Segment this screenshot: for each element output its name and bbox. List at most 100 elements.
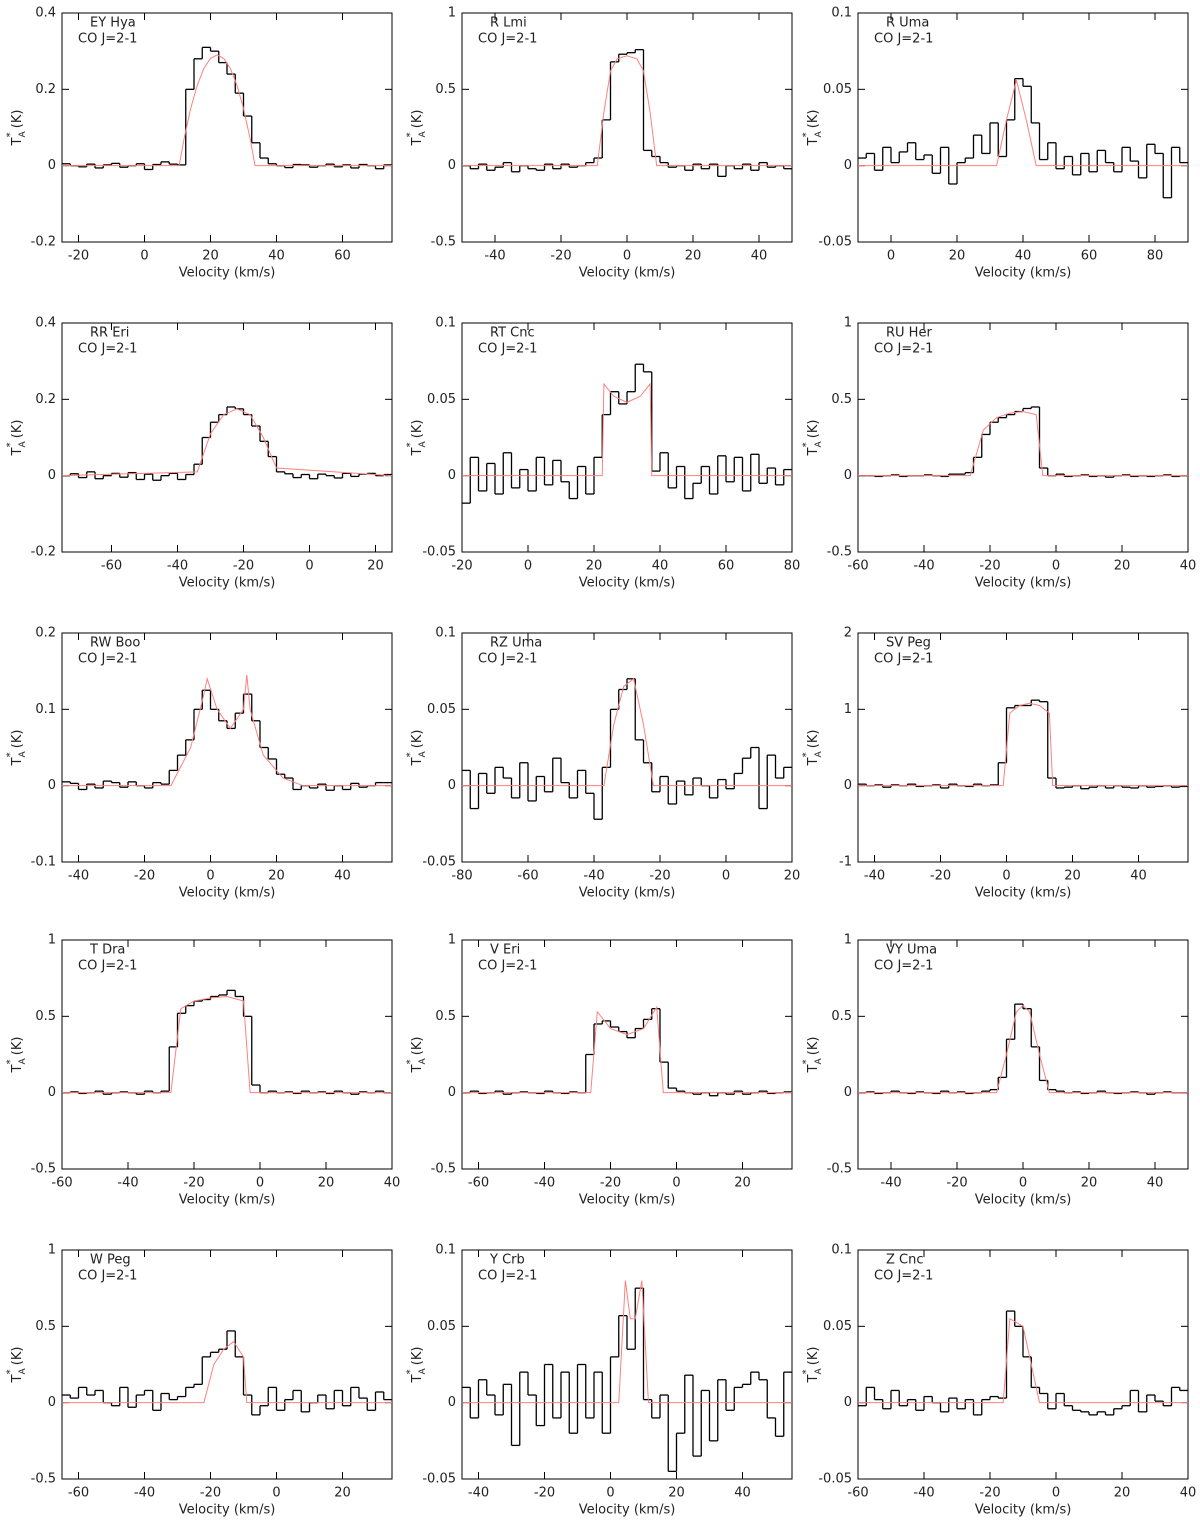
x-tick-label: 40 bbox=[652, 559, 669, 574]
x-tick-label: 0 bbox=[722, 869, 730, 884]
plot-frame bbox=[857, 322, 1189, 553]
step-riser bbox=[469, 1288, 785, 1472]
x-tick-label: -60 bbox=[847, 1486, 868, 1501]
panel-title: Z Cnc bbox=[886, 1253, 924, 1268]
y-tick-label: -0.05 bbox=[818, 235, 852, 250]
x-tick-label: -20 bbox=[200, 1486, 221, 1501]
x-tick-label: -20 bbox=[946, 1176, 967, 1191]
y-axis-label: TA* (K) bbox=[801, 1037, 824, 1074]
x-tick-label: 0 bbox=[1019, 1176, 1027, 1191]
x-tick-label: 60 bbox=[1081, 249, 1098, 264]
x-axis-label: Velocity (km/s) bbox=[179, 1503, 276, 1518]
x-tick-label: 0 bbox=[272, 1486, 280, 1501]
x-tick-label: 20 bbox=[367, 559, 384, 574]
x-axis-label: Velocity (km/s) bbox=[975, 576, 1072, 591]
y-tick-label: -0.5 bbox=[827, 1162, 852, 1177]
x-tick-label: 20 bbox=[1081, 1176, 1098, 1191]
x-tick-label: 40 bbox=[1180, 559, 1197, 574]
y-tick-label: -0.5 bbox=[827, 545, 852, 560]
y-tick-label: 0 bbox=[48, 778, 56, 793]
y-axis-label: TA* (K) bbox=[801, 110, 824, 147]
plot-frame bbox=[461, 939, 793, 1170]
y-tick-label: 0 bbox=[844, 468, 852, 483]
y-tick-label: 0.1 bbox=[435, 1243, 456, 1258]
panel-subtitle: CO J=2-1 bbox=[874, 1269, 933, 1284]
y-tick-label: 0 bbox=[48, 1085, 56, 1100]
x-tick-label: 0 bbox=[206, 869, 214, 884]
x-tick-label: -40 bbox=[468, 1486, 489, 1501]
fit-line bbox=[462, 55, 792, 167]
y-tick-label: -0.5 bbox=[431, 235, 456, 250]
x-tick-label: 20 bbox=[318, 1176, 335, 1191]
x-tick-label: -40 bbox=[913, 559, 934, 574]
fit-line bbox=[61, 408, 393, 477]
y-tick-label: -0.5 bbox=[431, 1162, 456, 1177]
panel-title: RR Eri bbox=[90, 326, 129, 341]
y-tick-label: 0 bbox=[48, 468, 56, 483]
y-tick-label: 0 bbox=[448, 1395, 456, 1410]
plot-frame bbox=[61, 322, 393, 553]
fit-line bbox=[62, 995, 392, 1094]
step-riser bbox=[865, 1004, 1173, 1095]
panel-title: W Peg bbox=[90, 1253, 131, 1268]
panel-subtitle: CO J=2-1 bbox=[478, 959, 537, 974]
step-riser bbox=[469, 1008, 785, 1096]
panel-subtitle: CO J=2-1 bbox=[78, 342, 137, 357]
panel-subtitle: CO J=2-1 bbox=[78, 652, 137, 667]
y-tick-label: -0.05 bbox=[422, 545, 456, 560]
step-riser bbox=[69, 47, 385, 170]
y-tick-label: 1 bbox=[844, 702, 852, 717]
panel-title: RZ Uma bbox=[490, 636, 542, 651]
x-tick-label: -20 bbox=[68, 249, 89, 264]
x-tick-label: 40 bbox=[1180, 1486, 1197, 1501]
y-tick-label: -0.5 bbox=[31, 1162, 56, 1177]
plot-frame bbox=[61, 12, 393, 243]
y-axis-label: TA* (K) bbox=[405, 110, 428, 147]
y-tick-label: 0.2 bbox=[35, 626, 56, 641]
fit-line bbox=[462, 382, 792, 477]
x-tick-label: -40 bbox=[68, 869, 89, 884]
y-tick-label: 0.5 bbox=[831, 1009, 852, 1024]
x-tick-label: 0 bbox=[672, 1176, 680, 1191]
panel-subtitle: CO J=2-1 bbox=[874, 959, 933, 974]
panel-title: Y Crb bbox=[489, 1253, 525, 1268]
y-tick-label: -0.05 bbox=[422, 855, 456, 870]
step-riser bbox=[865, 700, 1181, 789]
y-axis-label: TA* (K) bbox=[5, 1347, 28, 1384]
y-tick-label: 0.4 bbox=[35, 6, 56, 21]
panel-title: RU Her bbox=[886, 326, 932, 341]
x-tick-label: 40 bbox=[268, 249, 285, 264]
y-tick-label: 0 bbox=[844, 1085, 852, 1100]
x-tick-label: -60 bbox=[517, 869, 538, 884]
x-tick-label: -40 bbox=[134, 1486, 155, 1501]
x-tick-label: 0 bbox=[256, 1176, 264, 1191]
plot-frame bbox=[461, 12, 793, 243]
x-axis-label: Velocity (km/s) bbox=[579, 576, 676, 591]
y-axis-label: TA* (K) bbox=[5, 730, 28, 767]
panel-title: VY Uma bbox=[886, 943, 937, 958]
x-axis-label: Velocity (km/s) bbox=[975, 266, 1072, 281]
y-tick-label: 0.1 bbox=[831, 1243, 852, 1258]
fit-line bbox=[62, 674, 392, 787]
y-tick-label: 0 bbox=[844, 1395, 852, 1410]
x-tick-label: -40 bbox=[583, 869, 604, 884]
fit-line bbox=[462, 1005, 792, 1094]
y-tick-label: -1 bbox=[839, 855, 852, 870]
panel-title: EY Hya bbox=[90, 16, 136, 31]
plot-frame bbox=[461, 632, 793, 863]
x-tick-label: 20 bbox=[668, 1486, 685, 1501]
y-axis-label: TA* (K) bbox=[801, 420, 824, 457]
x-tick-label: -20 bbox=[134, 869, 155, 884]
x-axis-label: Velocity (km/s) bbox=[579, 886, 676, 901]
y-tick-label: 1 bbox=[48, 1243, 56, 1258]
plot-frame bbox=[857, 12, 1189, 243]
y-tick-label: -0.2 bbox=[31, 545, 56, 560]
plot-frame bbox=[857, 1249, 1189, 1480]
step-riser bbox=[469, 49, 785, 177]
y-tick-label: 0.05 bbox=[427, 702, 456, 717]
fit-line bbox=[858, 1317, 1188, 1404]
y-tick-label: 0 bbox=[448, 778, 456, 793]
step-riser bbox=[69, 406, 385, 481]
x-tick-label: 40 bbox=[384, 1176, 401, 1191]
